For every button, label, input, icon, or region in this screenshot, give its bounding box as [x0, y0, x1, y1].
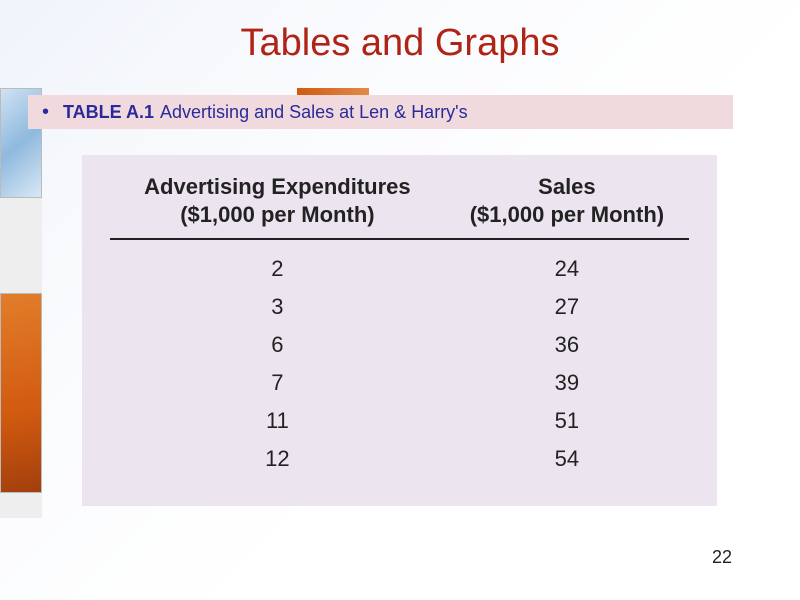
table-caption-bar: • TABLE A.1 Advertising and Sales at Len… — [28, 95, 733, 129]
caption-label: TABLE A.1 — [63, 102, 154, 123]
cell: 24 — [445, 239, 689, 288]
table-body: 2 24 3 27 6 36 7 39 11 51 12 54 — [110, 239, 689, 478]
table-row: 12 54 — [110, 440, 689, 478]
cell: 51 — [445, 402, 689, 440]
col1-line1: Sales — [538, 174, 596, 199]
table-row: 2 24 — [110, 239, 689, 288]
page-number: 22 — [704, 545, 740, 570]
cell: 54 — [445, 440, 689, 478]
table-row: 7 39 — [110, 364, 689, 402]
table-row: 3 27 — [110, 288, 689, 326]
deco-orange-block — [0, 293, 42, 493]
deco-orange-strip — [297, 88, 369, 95]
cell: 39 — [445, 364, 689, 402]
bullet-icon: • — [42, 101, 49, 124]
cell: 2 — [110, 239, 445, 288]
table-row: 11 51 — [110, 402, 689, 440]
data-table: Advertising Expenditures ($1,000 per Mon… — [110, 169, 689, 478]
column-header-sales: Sales ($1,000 per Month) — [445, 169, 689, 239]
cell: 11 — [110, 402, 445, 440]
cell: 27 — [445, 288, 689, 326]
table-row: 6 36 — [110, 326, 689, 364]
cell: 3 — [110, 288, 445, 326]
sidebar-decoration — [0, 88, 42, 518]
cell: 7 — [110, 364, 445, 402]
cell: 36 — [445, 326, 689, 364]
col0-line1: Advertising Expenditures — [144, 174, 411, 199]
column-header-advertising: Advertising Expenditures ($1,000 per Mon… — [110, 169, 445, 239]
cell: 6 — [110, 326, 445, 364]
table-header-row: Advertising Expenditures ($1,000 per Mon… — [110, 169, 689, 239]
cell: 12 — [110, 440, 445, 478]
col1-line2: ($1,000 per Month) — [470, 202, 664, 227]
col0-line2: ($1,000 per Month) — [180, 202, 374, 227]
caption-desc: Advertising and Sales at Len & Harry's — [160, 102, 468, 123]
slide-title: Tables and Graphs — [0, 0, 800, 83]
data-table-container: Advertising Expenditures ($1,000 per Mon… — [82, 155, 717, 506]
